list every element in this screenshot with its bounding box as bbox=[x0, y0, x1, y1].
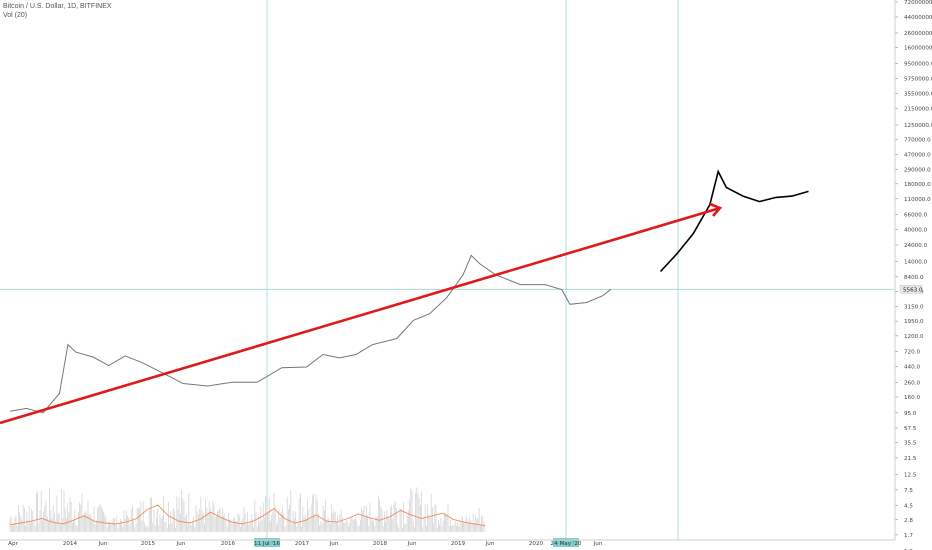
y-tick-label: 24000.0 bbox=[904, 243, 928, 249]
y-tick-label: 21.5 bbox=[904, 456, 917, 462]
y-tick-label: 16000000.0 bbox=[904, 46, 932, 52]
forecast-line bbox=[659, 169, 809, 273]
y-tick-label: 770000.0 bbox=[904, 138, 931, 144]
y-tick-label: 2.8 bbox=[904, 518, 913, 524]
x-tick-label: 2015 bbox=[141, 541, 156, 547]
y-tick-label: 4.5 bbox=[904, 503, 913, 509]
price-tag bbox=[899, 285, 923, 294]
price-line bbox=[9, 254, 612, 414]
trendline-arrowhead bbox=[709, 202, 723, 217]
x-tick-label: Jun bbox=[329, 541, 339, 547]
x-tick-label: 2020 bbox=[529, 541, 544, 547]
x-tick-label: Jun bbox=[593, 541, 603, 547]
y-tick-label: 290000.0 bbox=[904, 167, 931, 173]
y-tick-label: 9500000.0 bbox=[904, 61, 932, 67]
symbol-title: Bitcoin / U.S. Dollar, 1D, BITFINEX bbox=[3, 3, 112, 10]
x-tick-label: Apr bbox=[8, 541, 18, 547]
y-tick-label: 8400.0 bbox=[904, 275, 924, 281]
y-tick-label: 720.0 bbox=[904, 349, 920, 355]
y-tick-label: 7.5 bbox=[904, 488, 913, 494]
x-crosshair-tag bbox=[254, 538, 280, 547]
x-tick-label: 2018 bbox=[373, 541, 388, 547]
y-tick-label: 180000.0 bbox=[904, 182, 931, 188]
y-tick-label: 160.0 bbox=[904, 395, 920, 401]
y-tick-label: 40000.0 bbox=[904, 227, 928, 233]
y-tick-label: 1950.0 bbox=[904, 319, 924, 325]
y-tick-label: 3550000.0 bbox=[904, 91, 932, 97]
x-tick-label: 11 Jul '16 bbox=[254, 541, 281, 547]
trendline-arrow bbox=[0, 202, 723, 425]
crosshair-vertical-lines bbox=[266, 0, 679, 540]
y-tick-label: 12.5 bbox=[904, 472, 917, 478]
x-tick-label: 24 May '20 bbox=[551, 541, 582, 547]
y-tick-label: 470000.0 bbox=[904, 153, 931, 159]
y-tick-label: 1200.0 bbox=[904, 334, 924, 340]
trendline bbox=[0, 206, 721, 425]
x-tick-label: 2019 bbox=[451, 541, 466, 547]
y-tick-label: 57.5 bbox=[904, 426, 917, 432]
x-tick-label: Jun bbox=[176, 541, 186, 547]
y-tick-label: 95.0 bbox=[904, 411, 917, 417]
y-tick-label: 1.7 bbox=[904, 533, 913, 539]
y-tick-label: 110000.0 bbox=[904, 197, 931, 203]
y-tick-label: 66000.0 bbox=[904, 212, 928, 218]
y-tick-label: 440.0 bbox=[904, 364, 920, 370]
y-tick-label: 2150000.0 bbox=[904, 107, 932, 113]
y-tick-label: 14000.0 bbox=[904, 259, 928, 265]
x-axis: Apr 2014 Jun 2015 Jun 2016 11 Jul '16 2017 Jun 20… bbox=[8, 538, 603, 547]
volume-indicator-label: Vol (20) bbox=[3, 12, 28, 19]
y-tick-label: 35.5 bbox=[904, 441, 917, 447]
y-tick-label: 5750000.0 bbox=[904, 77, 932, 83]
x-tick-label: Jun bbox=[407, 541, 417, 547]
y-tick-label: 44000000.0 bbox=[904, 15, 932, 21]
volume-bars bbox=[9, 487, 485, 532]
x-crosshair-tag bbox=[553, 538, 579, 547]
x-tick-label: 2016 bbox=[221, 541, 236, 547]
volume-ma-line bbox=[9, 504, 486, 527]
y-tick-label: 72000000.0 bbox=[904, 0, 932, 6]
x-tick-label: 2014 bbox=[63, 541, 78, 547]
price-tag-label: 5563.0 bbox=[903, 287, 923, 293]
y-tick-label: 26000000.0 bbox=[904, 31, 932, 37]
x-tick-label: Jun bbox=[485, 541, 495, 547]
x-tick-label: 2017 bbox=[295, 541, 310, 547]
y-tick-label: 260.0 bbox=[904, 380, 920, 386]
y-tick-label: 1250000.0 bbox=[904, 123, 932, 129]
x-tick-label: Jun bbox=[98, 541, 108, 547]
y-axis: 72000000.0 44000000.0 26000000.0 16000000.0… bbox=[895, 0, 932, 550]
y-tick-label: 3150.0 bbox=[904, 305, 924, 311]
